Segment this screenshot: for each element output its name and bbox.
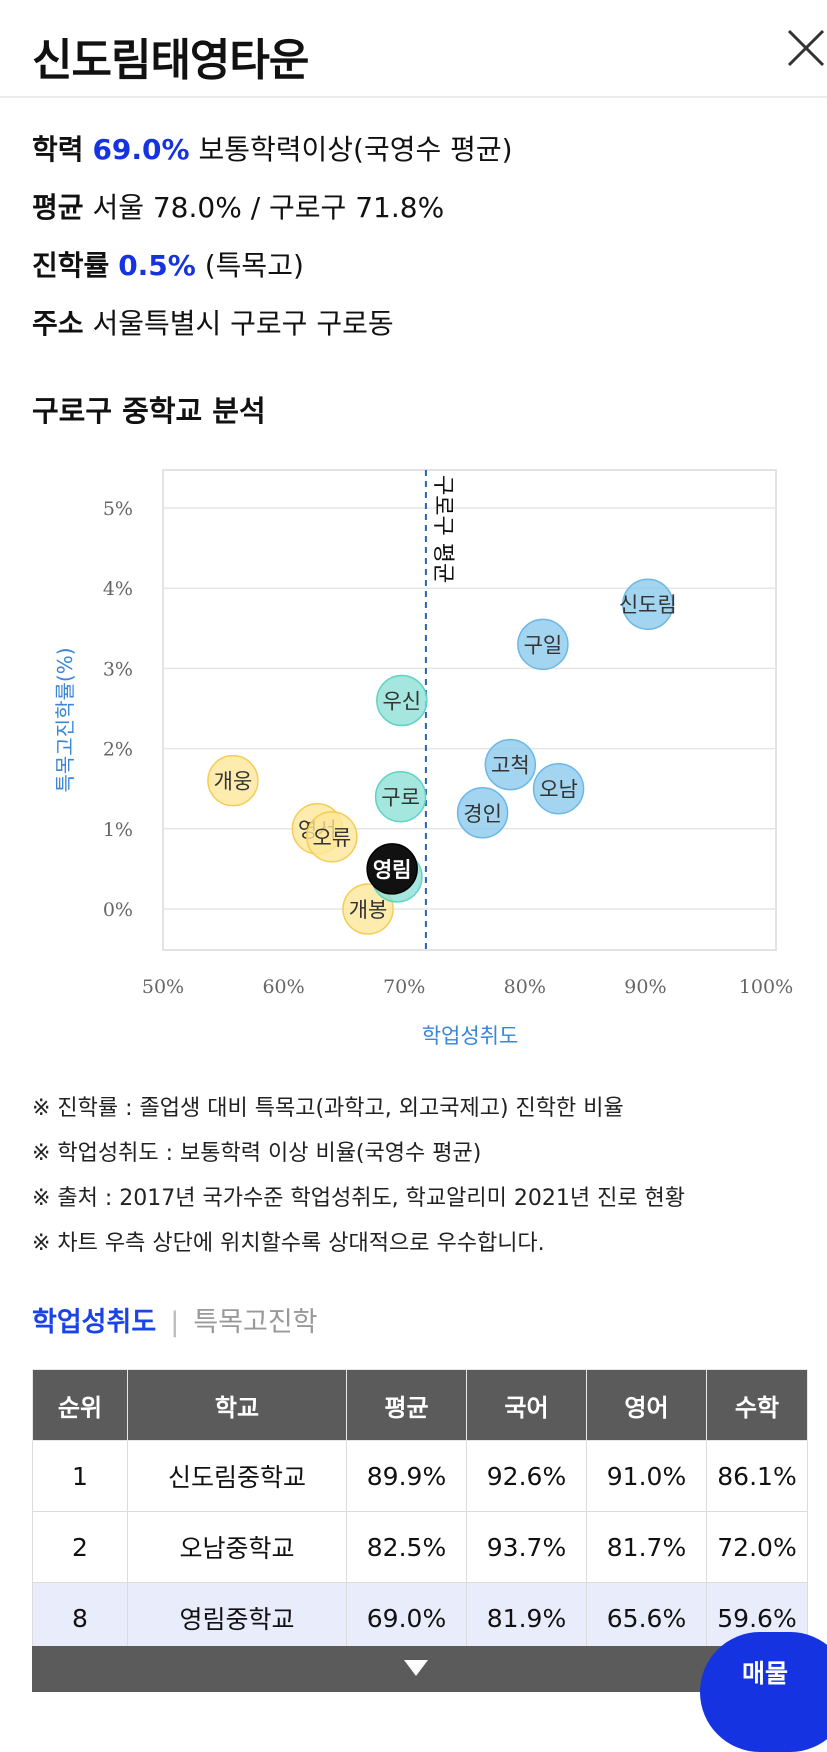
data-point xyxy=(517,618,569,671)
header-korean: 국어 xyxy=(466,1369,587,1441)
y-tick-label: 4% xyxy=(103,578,133,600)
data-point-label: 우신 xyxy=(382,689,421,713)
cell-english: 81.7% xyxy=(586,1511,707,1583)
scatter-chart: 0% 1% 2% 3% 4% 5% 50% 60% 70% 80% 90% 100% 학업성취도 특목고진… xyxy=(53,469,793,1048)
data-point-label: 영림 xyxy=(373,858,412,882)
cell-math: 72.0% xyxy=(706,1511,808,1583)
y-tick-label: 3% xyxy=(103,658,133,680)
header: 신도림태영타운 xyxy=(0,0,827,98)
note-1: ※ 진학률 : 졸업생 대비 특목고(과학고, 외고국제고) 진학한 비율 xyxy=(32,1096,624,1121)
y-axis-label: 특목고진학률(%) xyxy=(53,647,77,792)
header-average: 평균 xyxy=(346,1369,467,1441)
advancement-label: 진학률 xyxy=(32,249,110,282)
average-row: 평균 서울 78.0% / 구로구 71.8% xyxy=(32,186,444,226)
data-point-label: 고척 xyxy=(491,754,530,778)
ranking-table: 순위 학교 평균 국어 영어 수학 1 신도림중학교 89.9% 92.6% 9… xyxy=(32,1369,808,1654)
x-tick-label: 100% xyxy=(739,976,793,998)
x-tick-label: 60% xyxy=(262,976,304,998)
x-axis-label: 학업성취도 xyxy=(422,1024,519,1048)
table-row[interactable]: 2 오남중학교 82.5% 93.7% 81.7% 72.0% xyxy=(32,1511,808,1583)
cell-rank: 1 xyxy=(32,1440,128,1512)
x-tick-label: 90% xyxy=(624,976,666,998)
close-icon[interactable] xyxy=(783,25,827,69)
table-row[interactable]: 1 신도림중학교 89.9% 92.6% 91.0% 86.1% xyxy=(32,1440,808,1512)
data-point-label: 오류 xyxy=(313,826,352,850)
x-tick-label: 80% xyxy=(504,976,546,998)
note-3: ※ 출처 : 2017년 국가수준 학업성취도, 학교알리미 2021년 진로 … xyxy=(32,1186,686,1211)
note-2: ※ 학업성취도 : 보통학력 이상 비율(국영수 평균) xyxy=(32,1141,482,1166)
achievement-row: 학력 69.0% 보통학력이상(국영수 평균) xyxy=(32,128,513,168)
y-tick-label: 2% xyxy=(103,739,133,761)
achievement-desc: 보통학력이상(국영수 평균) xyxy=(198,133,513,166)
data-point-label: 오남 xyxy=(539,778,578,802)
x-tick-label: 50% xyxy=(142,976,184,998)
plot-frame xyxy=(162,469,777,951)
cell-school: 신도림중학교 xyxy=(127,1440,347,1512)
table-header-row: 순위 학교 평균 국어 영어 수학 xyxy=(32,1369,808,1441)
cell-rank: 2 xyxy=(32,1511,128,1583)
expand-table-button[interactable] xyxy=(32,1646,808,1692)
header-english: 영어 xyxy=(586,1369,707,1441)
data-point-label: 신도림 xyxy=(619,593,677,617)
data-point xyxy=(306,811,358,863)
y-tick-label: 1% xyxy=(103,819,133,841)
advancement-row: 진학률 0.5% (특목고) xyxy=(32,244,304,284)
data-point-label: 개봉 xyxy=(349,898,388,922)
chevron-down-icon xyxy=(404,1660,428,1676)
data-point xyxy=(376,674,428,727)
address-label: 주소 xyxy=(32,307,84,340)
tab-achievement[interactable]: 학업성취도 xyxy=(32,1307,157,1338)
cell-average: 82.5% xyxy=(346,1511,467,1583)
data-point xyxy=(456,787,509,839)
cell-average: 89.9% xyxy=(346,1440,467,1512)
cell-korean: 92.6% xyxy=(466,1440,587,1512)
note-4: ※ 차트 우측 상단에 위치할수록 상대적으로 우수합니다. xyxy=(32,1231,545,1256)
page-title: 신도림태영타운 xyxy=(32,35,309,86)
address-row: 주소 서울특별시 구로구 구로동 xyxy=(32,302,394,342)
data-point-label: 구로 xyxy=(381,786,420,810)
table-row-highlighted[interactable]: 8 영림중학교 69.0% 81.9% 65.6% 59.6% xyxy=(32,1582,808,1654)
data-point xyxy=(622,578,674,630)
data-point-label: 구일 xyxy=(524,633,563,657)
x-tick-label: 70% xyxy=(383,976,425,998)
data-point xyxy=(532,762,585,815)
achievement-value: 69.0% xyxy=(92,133,190,166)
section-title: 구로구 중학교 분석 xyxy=(32,394,266,428)
advancement-value: 0.5% xyxy=(118,249,196,282)
data-point xyxy=(374,770,427,823)
header-rank: 순위 xyxy=(32,1369,128,1441)
cell-rank: 8 xyxy=(32,1582,128,1654)
data-point-label: 경인 xyxy=(463,802,502,826)
data-point xyxy=(484,738,537,791)
y-tick-label: 0% xyxy=(103,899,133,921)
advancement-desc: (특목고) xyxy=(204,249,304,282)
cell-school: 영림중학교 xyxy=(127,1582,347,1654)
data-point-label: 개웅 xyxy=(214,770,253,794)
average-label: 평균 xyxy=(32,191,84,224)
average-text: 서울 78.0% / 구로구 71.8% xyxy=(92,191,445,224)
cell-english: 91.0% xyxy=(586,1440,707,1512)
achievement-label: 학력 xyxy=(32,133,84,166)
tab-bar: 학업성취도 | 특목고진학 xyxy=(32,1300,318,1339)
listings-button-label: 매물 xyxy=(742,1659,789,1688)
cell-average: 69.0% xyxy=(346,1582,467,1654)
data-point xyxy=(366,843,418,895)
header-school: 학교 xyxy=(127,1369,347,1441)
cell-math: 86.1% xyxy=(706,1440,808,1512)
data-point xyxy=(207,754,259,807)
cell-korean: 81.9% xyxy=(466,1582,587,1654)
listings-button[interactable]: 매물 xyxy=(700,1632,827,1752)
cell-korean: 93.7% xyxy=(466,1511,587,1583)
cell-school: 오남중학교 xyxy=(127,1511,347,1583)
tab-divider: | xyxy=(170,1307,180,1338)
cell-english: 65.6% xyxy=(586,1582,707,1654)
header-math: 수학 xyxy=(706,1369,808,1441)
reference-line-label: 구로구 평균 xyxy=(430,475,455,583)
tab-special-school[interactable]: 특목고진학 xyxy=(193,1307,318,1338)
address-text: 서울특별시 구로구 구로동 xyxy=(92,307,394,340)
y-tick-label: 5% xyxy=(103,498,133,520)
